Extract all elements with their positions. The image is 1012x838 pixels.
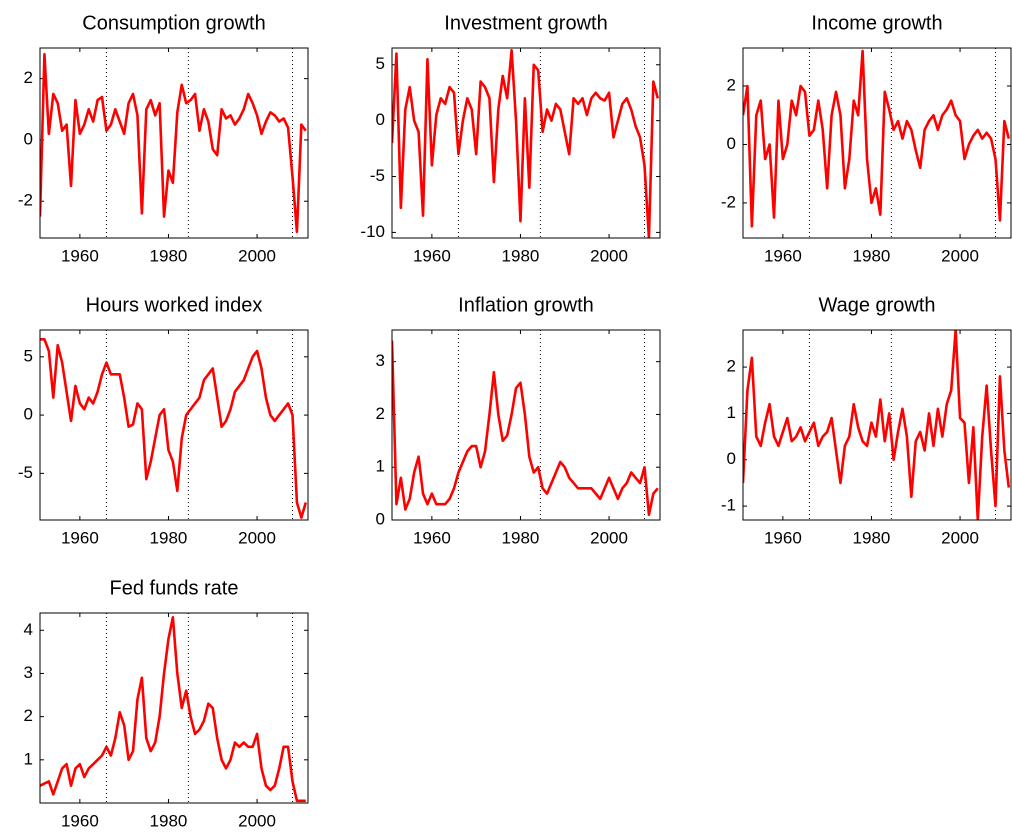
x-tick-label: 2000 xyxy=(590,246,628,265)
subplot-title: Inflation growth xyxy=(458,294,594,316)
y-tick-label: 5 xyxy=(24,346,33,365)
y-tick-label: 1 xyxy=(24,749,33,768)
y-tick-label: 2 xyxy=(727,357,736,376)
subplot: Investment growth -10 -5 0 5 1960 1980 2000 xyxy=(360,12,661,265)
y-tick-label: -2 xyxy=(18,191,33,210)
y-tick-label: -10 xyxy=(360,222,385,241)
y-tick-label: 1 xyxy=(376,457,385,476)
x-tick-label: 2000 xyxy=(238,528,276,547)
subplot: Wage growth -1 0 1 2 1960 1980 2000 xyxy=(721,294,1012,547)
x-tick-label: 1980 xyxy=(502,528,540,547)
data-line xyxy=(40,52,307,234)
x-tick-label: 1980 xyxy=(502,246,540,265)
subplot-title: Investment growth xyxy=(444,12,607,34)
axes-frame xyxy=(742,47,1012,239)
plot-area xyxy=(40,330,308,520)
subplot-title: Hours worked index xyxy=(86,294,263,316)
data-line xyxy=(743,330,1011,520)
y-tick-label: 0 xyxy=(24,129,33,148)
y-tick-label: 2 xyxy=(24,68,33,87)
y-tick-label: 2 xyxy=(727,75,736,94)
y-tick-label: -5 xyxy=(370,166,385,185)
data-line xyxy=(40,616,306,803)
data-line xyxy=(392,340,659,517)
subplot: Hours worked index -5 0 5 1960 1980 2000 xyxy=(18,294,309,547)
y-tick-label: -5 xyxy=(18,463,33,482)
x-tick-label: 1960 xyxy=(61,811,99,830)
x-tick-label: 1980 xyxy=(150,528,188,547)
data-line xyxy=(392,48,660,238)
subplot: Fed funds rate 1 2 3 4 1960 1980 2000 xyxy=(24,577,309,830)
y-tick-label: 5 xyxy=(376,54,385,73)
subplot: Consumption growth -2 0 2 1960 1980 2000 xyxy=(18,12,309,265)
y-tick-label: 3 xyxy=(376,351,385,370)
subplot-title: Income growth xyxy=(811,12,942,34)
x-tick-label: 2000 xyxy=(941,246,979,265)
subplot: Inflation growth 0 1 2 3 1960 1980 2000 xyxy=(376,294,661,547)
y-tick-label: 4 xyxy=(24,620,33,639)
y-tick-label: 0 xyxy=(24,405,33,424)
axes-frame xyxy=(39,612,309,804)
x-tick-label: 2000 xyxy=(941,528,979,547)
subplot-title: Wage growth xyxy=(818,294,935,316)
y-tick-label: 0 xyxy=(727,134,736,153)
y-tick-label: -2 xyxy=(721,192,736,211)
plot-area xyxy=(40,48,308,238)
x-tick-label: 1960 xyxy=(61,528,99,547)
y-tick-label: -1 xyxy=(721,496,736,515)
y-tick-label: 0 xyxy=(727,449,736,468)
data-line xyxy=(743,49,1011,228)
axes-frame xyxy=(391,329,661,521)
x-tick-label: 1980 xyxy=(853,246,891,265)
x-tick-label: 1960 xyxy=(413,528,451,547)
x-tick-label: 1960 xyxy=(764,246,802,265)
subplot-title: Fed funds rate xyxy=(110,577,239,599)
x-tick-label: 1980 xyxy=(150,811,188,830)
x-tick-label: 1960 xyxy=(413,246,451,265)
axes-frame xyxy=(39,329,309,521)
axes-frame xyxy=(39,47,309,239)
x-tick-label: 2000 xyxy=(590,528,628,547)
axes-frame xyxy=(391,47,661,239)
data-line xyxy=(40,338,308,519)
x-tick-label: 2000 xyxy=(238,811,276,830)
x-tick-label: 1960 xyxy=(764,528,802,547)
y-tick-label: 1 xyxy=(727,403,736,422)
x-tick-label: 1980 xyxy=(853,528,891,547)
y-tick-label: 0 xyxy=(376,110,385,129)
y-tick-label: 0 xyxy=(376,509,385,528)
y-tick-label: 2 xyxy=(376,404,385,423)
x-tick-label: 2000 xyxy=(238,246,276,265)
axes-frame xyxy=(742,329,1012,521)
x-tick-label: 1980 xyxy=(150,246,188,265)
y-tick-label: 3 xyxy=(24,663,33,682)
y-tick-label: 2 xyxy=(24,706,33,725)
subplot: Income growth -2 0 2 1960 1980 2000 xyxy=(721,12,1012,265)
subplot-title: Consumption growth xyxy=(82,12,265,34)
x-tick-label: 1960 xyxy=(61,246,99,265)
